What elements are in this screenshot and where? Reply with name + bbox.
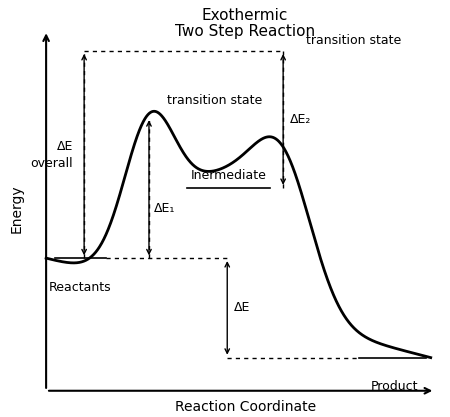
Text: Reactants: Reactants <box>48 281 111 294</box>
Text: ΔE: ΔE <box>234 301 250 314</box>
Text: Inermediate: Inermediate <box>190 168 266 181</box>
Text: Exothermic: Exothermic <box>202 8 288 23</box>
Text: Energy: Energy <box>10 184 24 233</box>
Text: Reaction Coordinate: Reaction Coordinate <box>175 399 316 414</box>
Text: transition state: transition state <box>306 34 401 47</box>
Text: Product: Product <box>371 380 419 393</box>
Text: ΔE
overall: ΔE overall <box>30 140 73 170</box>
Text: transition state: transition state <box>167 94 262 107</box>
Text: ΔE₁: ΔE₁ <box>153 202 175 216</box>
Text: ΔE₂: ΔE₂ <box>290 113 311 126</box>
Text: Two Step Reaction: Two Step Reaction <box>175 24 315 39</box>
